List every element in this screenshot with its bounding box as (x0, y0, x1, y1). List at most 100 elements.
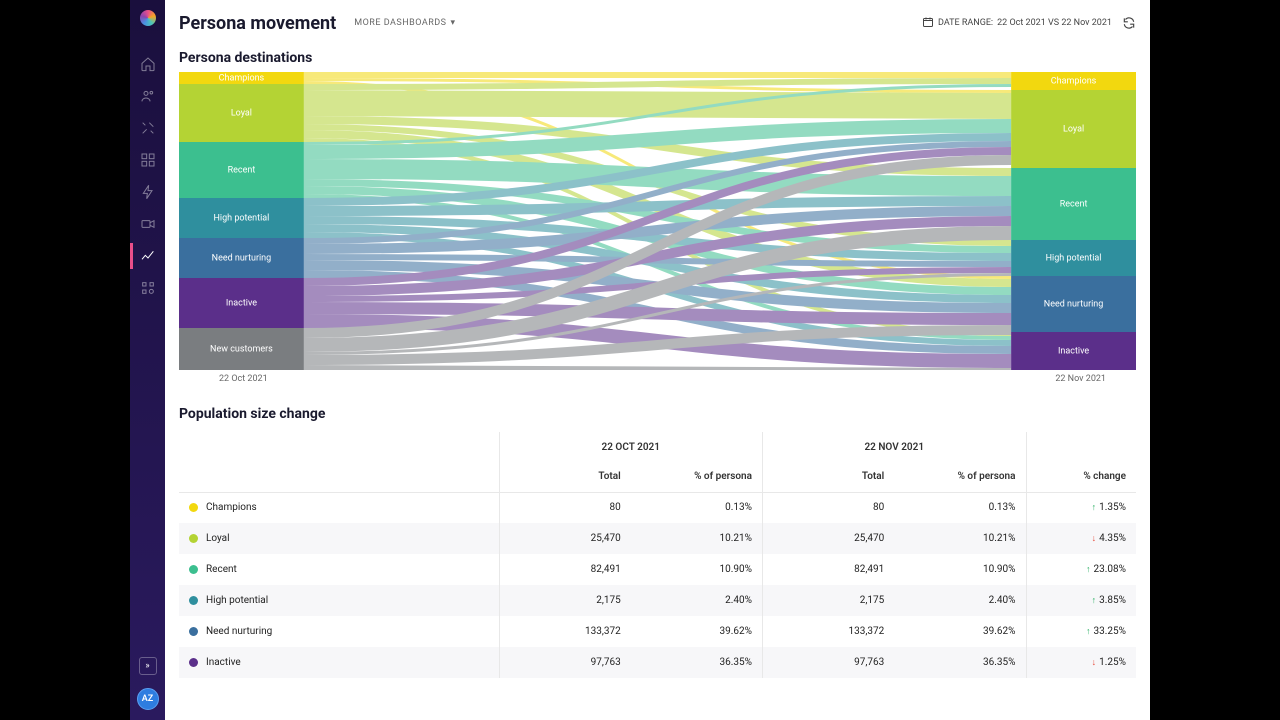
refresh-button[interactable] (1122, 16, 1136, 30)
svg-text:Need nurturing: Need nurturing (1044, 299, 1104, 309)
cell-total-r: 25,470 (763, 523, 895, 554)
sankey-link[interactable] (304, 103, 1011, 106)
persona-dot (189, 503, 198, 512)
persona-dot (189, 658, 198, 667)
cell-pct-r: 39.62% (894, 616, 1026, 647)
sankey-node-highpot_r[interactable]: High potential (1011, 240, 1136, 276)
persona-name: Loyal (206, 533, 230, 544)
sidebar-item-home[interactable] (139, 55, 157, 73)
cell-pct-r: 10.90% (894, 554, 1026, 585)
sidebar: » AZ (130, 0, 165, 720)
more-dashboards-label: MORE DASHBOARDS (354, 18, 446, 28)
table-group-left: 22 OCT 2021 (499, 432, 763, 462)
cell-pct-r: 10.21% (894, 523, 1026, 554)
cell-change: ↑ 1.35% (1026, 492, 1136, 523)
svg-text:Champions: Champions (1051, 76, 1097, 86)
table-group-right: 22 NOV 2021 (763, 432, 1027, 462)
persona-dot (189, 627, 198, 636)
sankey-link[interactable] (304, 368, 1011, 371)
date-range-value: 22 Oct 2021 VS 22 Nov 2021 (997, 18, 1112, 28)
sankey-node-champions_r[interactable]: Champions (1011, 72, 1136, 90)
persona-name: Recent (206, 564, 237, 575)
cell-total-l: 80 (499, 492, 631, 523)
sankey-node-recent_r[interactable]: Recent (1011, 168, 1136, 240)
sidebar-expand-button[interactable]: » (139, 657, 157, 675)
arrow-up-icon: ↑ (1086, 564, 1091, 575)
sankey-node-highpot_l[interactable]: High potential (179, 198, 304, 238)
cell-total-r: 133,372 (763, 616, 895, 647)
col-pct-r: % of persona (894, 462, 1026, 492)
page-header: Persona movement MORE DASHBOARDS ▾ DATE … (179, 0, 1136, 46)
col-persona (179, 462, 499, 492)
sankey-node-loyal_l[interactable]: Loyal (179, 84, 304, 142)
cell-pct-l: 0.13% (631, 492, 763, 523)
cell-pct-r: 0.13% (894, 492, 1026, 523)
cell-pct-r: 36.35% (894, 647, 1026, 678)
sidebar-item-tools[interactable] (139, 119, 157, 137)
sankey-title: Persona destinations (179, 50, 1136, 66)
persona-name: Champions (206, 502, 257, 513)
sankey-left-axis-label: 22 Oct 2021 (219, 374, 268, 384)
cell-total-r: 97,763 (763, 647, 895, 678)
persona-dot (189, 534, 198, 543)
main-content: Persona movement MORE DASHBOARDS ▾ DATE … (165, 0, 1150, 720)
sankey-node-champions_l[interactable]: Champions (179, 72, 304, 84)
cell-total-l: 2,175 (499, 585, 631, 616)
svg-text:Champions: Champions (219, 73, 265, 83)
population-table: 22 OCT 2021 22 NOV 2021 Total % of perso… (179, 432, 1136, 678)
svg-text:Loyal: Loyal (1063, 124, 1084, 134)
cell-change: ↓ 1.25% (1026, 647, 1136, 678)
persona-name: Inactive (206, 657, 241, 668)
cell-change: ↑ 33.25% (1026, 616, 1136, 647)
persona-name: High potential (206, 595, 268, 606)
cell-total-l: 97,763 (499, 647, 631, 678)
sankey-node-nurture_l[interactable]: Need nurturing (179, 238, 304, 278)
cell-pct-l: 10.90% (631, 554, 763, 585)
app-logo[interactable] (138, 8, 158, 28)
sidebar-item-apps[interactable] (139, 279, 157, 297)
svg-text:Loyal: Loyal (231, 108, 252, 118)
sankey-node-nurture_r[interactable]: Need nurturing (1011, 276, 1136, 332)
table-row[interactable]: Champions800.13%800.13%↑ 1.35% (179, 492, 1136, 523)
sidebar-item-analytics[interactable] (139, 247, 157, 265)
cell-total-r: 80 (763, 492, 895, 523)
table-row[interactable]: Recent82,49110.90%82,49110.90%↑ 23.08% (179, 554, 1136, 585)
cell-pct-l: 39.62% (631, 616, 763, 647)
sankey-node-inactive_r[interactable]: Inactive (1011, 332, 1136, 370)
sankey-node-recent_l[interactable]: Recent (179, 142, 304, 198)
sidebar-item-grid[interactable] (139, 151, 157, 169)
sidebar-item-video[interactable] (139, 215, 157, 233)
arrow-up-icon: ↑ (1086, 626, 1091, 637)
persona-dot (189, 565, 198, 574)
sankey-node-inactive_l[interactable]: Inactive (179, 278, 304, 328)
table-row[interactable]: Inactive97,76336.35%97,76336.35%↓ 1.25% (179, 647, 1136, 678)
sankey-chart: ChampionsLoyalRecentHigh potentialNeed n… (179, 72, 1136, 370)
table-row[interactable]: Need nurturing133,37239.62%133,37239.62%… (179, 616, 1136, 647)
sankey-node-new_l[interactable]: New customers (179, 328, 304, 370)
svg-text:New customers: New customers (210, 344, 273, 354)
persona-name: Need nurturing (206, 626, 272, 637)
cell-pct-l: 10.21% (631, 523, 763, 554)
date-range-label: DATE RANGE: (938, 18, 993, 28)
chevron-down-icon: ▾ (451, 18, 456, 28)
table-row[interactable]: Loyal25,47010.21%25,47010.21%↓ 4.35% (179, 523, 1136, 554)
sidebar-item-bolt[interactable] (139, 183, 157, 201)
cell-change: ↑ 23.08% (1026, 554, 1136, 585)
col-total-r: Total (763, 462, 895, 492)
svg-text:Inactive: Inactive (226, 298, 257, 308)
svg-text:Inactive: Inactive (1058, 346, 1089, 356)
cell-pct-l: 2.40% (631, 585, 763, 616)
user-avatar[interactable]: AZ (137, 688, 159, 710)
svg-text:Recent: Recent (228, 165, 256, 175)
sidebar-item-users[interactable] (139, 87, 157, 105)
cell-total-r: 2,175 (763, 585, 895, 616)
cell-change: ↑ 3.85% (1026, 585, 1136, 616)
svg-text:Recent: Recent (1060, 199, 1088, 209)
cell-total-l: 25,470 (499, 523, 631, 554)
cell-total-l: 133,372 (499, 616, 631, 647)
table-row[interactable]: High potential2,1752.40%2,1752.40%↑ 3.85… (179, 585, 1136, 616)
date-range-selector[interactable]: DATE RANGE: 22 Oct 2021 VS 22 Nov 2021 (922, 16, 1112, 31)
persona-dot (189, 596, 198, 605)
sankey-node-loyal_r[interactable]: Loyal (1011, 90, 1136, 168)
more-dashboards-dropdown[interactable]: MORE DASHBOARDS ▾ (354, 18, 455, 28)
